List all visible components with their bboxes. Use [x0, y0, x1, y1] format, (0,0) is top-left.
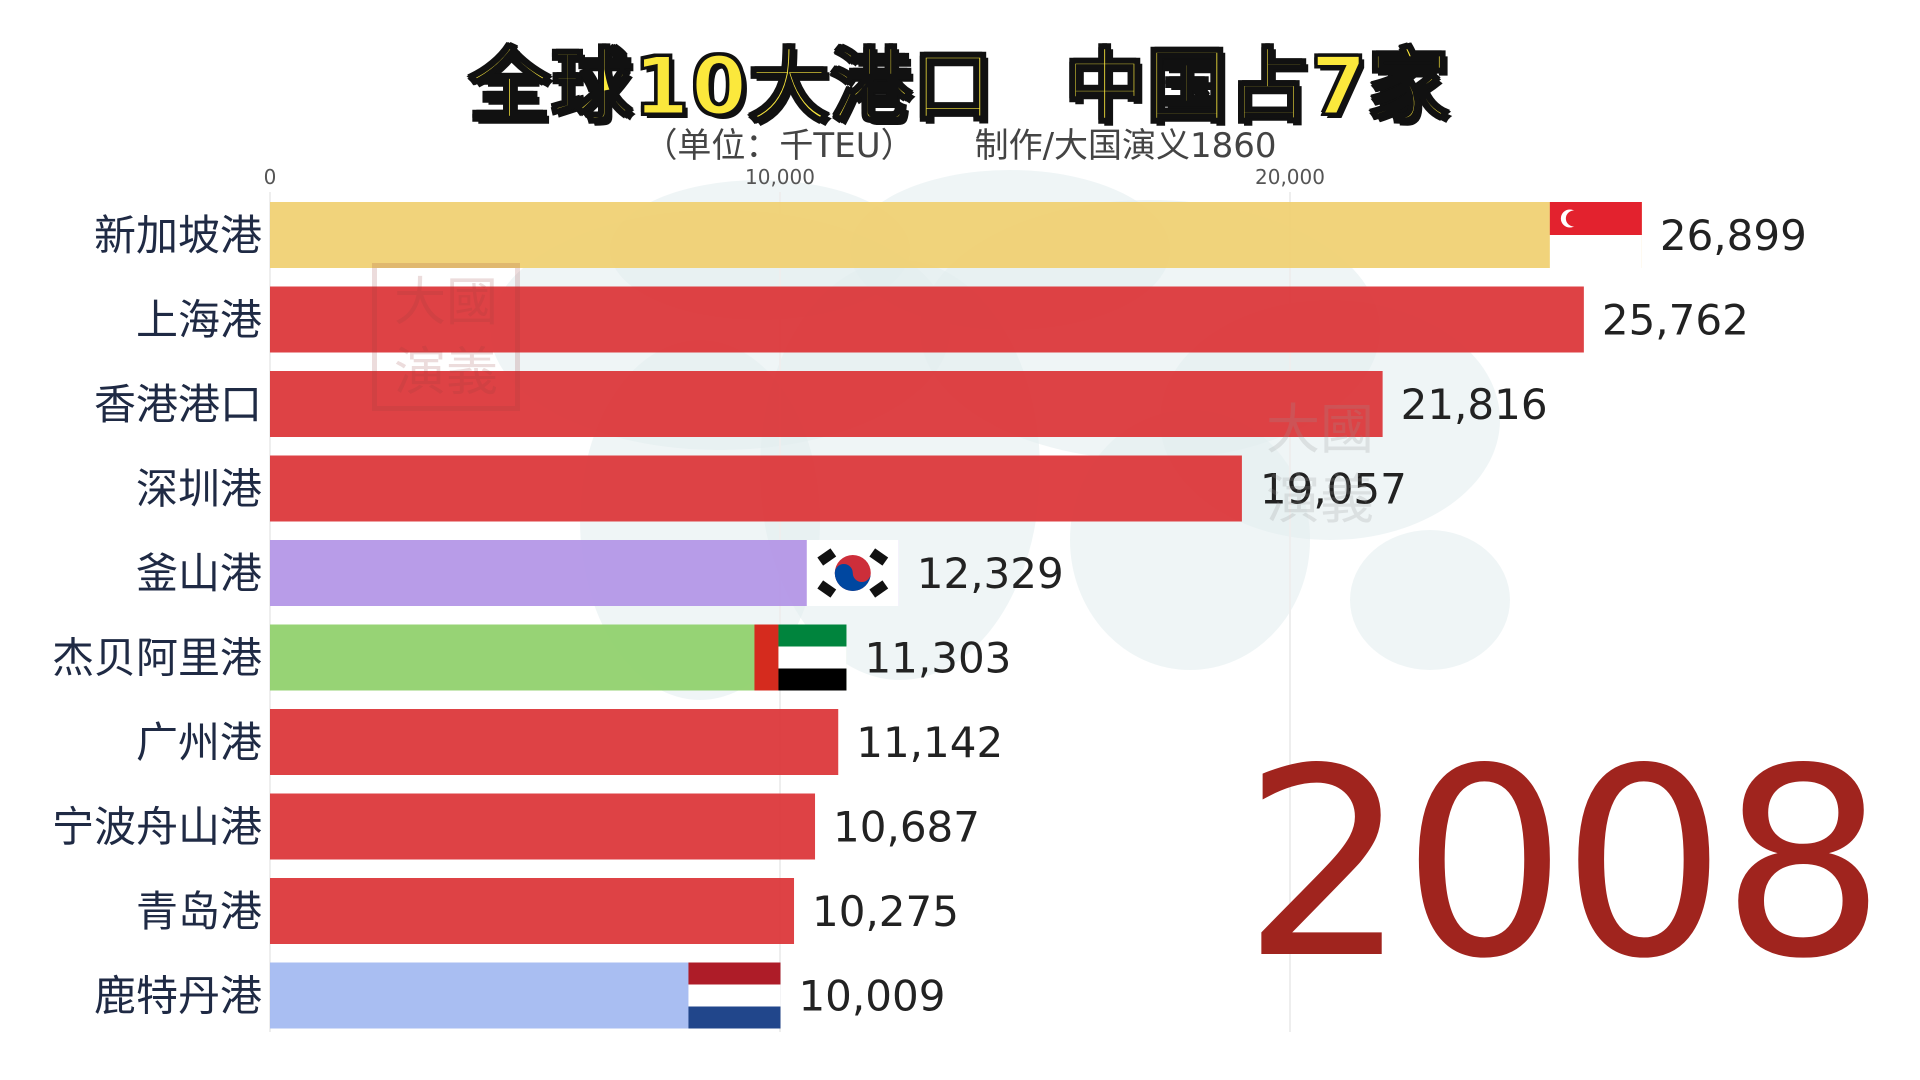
value-label: 10,687	[833, 803, 980, 852]
category-label: 深圳港	[136, 465, 262, 514]
bar-row: 鹿特丹港 10,009	[94, 962, 945, 1029]
bar	[270, 455, 1242, 522]
value-label: 11,303	[864, 634, 1011, 683]
value-label: 26,899	[1660, 211, 1807, 260]
tick-label: 20,000	[1255, 165, 1325, 189]
bars: 新加坡港 26,899 上海港 25,762 香港港口 21,816 深圳港 19,057 釜山…	[52, 202, 1807, 1029]
watermark-seal: 大國演義	[372, 263, 520, 411]
title-part-2: 中国占7家	[1063, 39, 1451, 135]
watermark-faint: 大國演義	[1266, 398, 1374, 531]
map-shape	[1350, 530, 1510, 670]
value-label: 21,816	[1401, 380, 1548, 429]
uae-flag-icon	[754, 624, 847, 691]
bar	[270, 202, 1642, 268]
credit-label: 制作/大国演义1860	[974, 126, 1277, 166]
value-label: 11,142	[856, 718, 1003, 767]
bar-row: 青岛港 10,275	[136, 878, 959, 944]
bar-row: 香港港口 21,816	[94, 371, 1548, 437]
bar	[270, 286, 1584, 353]
category-label: 香港港口	[94, 380, 262, 429]
tick-label: 0	[264, 165, 277, 189]
value-label: 25,762	[1602, 296, 1749, 345]
value-label: 10,275	[812, 887, 959, 936]
netherlands-flag-icon	[688, 962, 781, 1029]
chart-title: 全球10大港口 中国占7家	[0, 22, 1920, 138]
bar	[270, 709, 839, 775]
category-label: 鹿特丹港	[94, 972, 262, 1021]
bar	[270, 878, 795, 944]
category-label: 广州港	[136, 718, 262, 767]
bar-row: 杰贝阿里港 11,303	[52, 624, 1011, 691]
bar	[270, 793, 816, 860]
value-label: 10,009	[798, 972, 945, 1021]
bar-row: 新加坡港 26,899	[94, 202, 1807, 268]
category-label: 新加坡港	[94, 211, 262, 260]
bar-row: 上海港 25,762	[136, 286, 1749, 353]
chart-subtitle: （单位：千TEU） 制作/大国演义1860	[0, 118, 1920, 167]
category-label: 釜山港	[136, 549, 262, 598]
bar	[270, 540, 899, 606]
bar-row: 釜山港 12,329	[136, 540, 1064, 606]
unit-label: （单位：千TEU）	[643, 126, 915, 166]
bar-row: 宁波舟山港 10,687	[52, 793, 980, 860]
bar	[270, 371, 1383, 437]
south-korea-flag-icon	[806, 540, 899, 606]
category-label: 宁波舟山港	[52, 803, 262, 852]
title-part-1: 全球10大港口	[468, 39, 995, 135]
category-label: 上海港	[136, 296, 262, 345]
value-label: 12,329	[917, 549, 1064, 598]
category-label: 杰贝阿里港	[52, 634, 262, 683]
bar	[270, 624, 847, 691]
singapore-flag-icon	[1549, 202, 1642, 268]
year-label: 2008	[1242, 714, 1886, 1016]
bar-row: 广州港 11,142	[136, 709, 1003, 775]
category-label: 青岛港	[136, 887, 262, 936]
tick-label: 10,000	[745, 165, 815, 189]
value-label: 19,057	[1260, 465, 1407, 514]
bar-row: 深圳港 19,057	[136, 455, 1407, 522]
